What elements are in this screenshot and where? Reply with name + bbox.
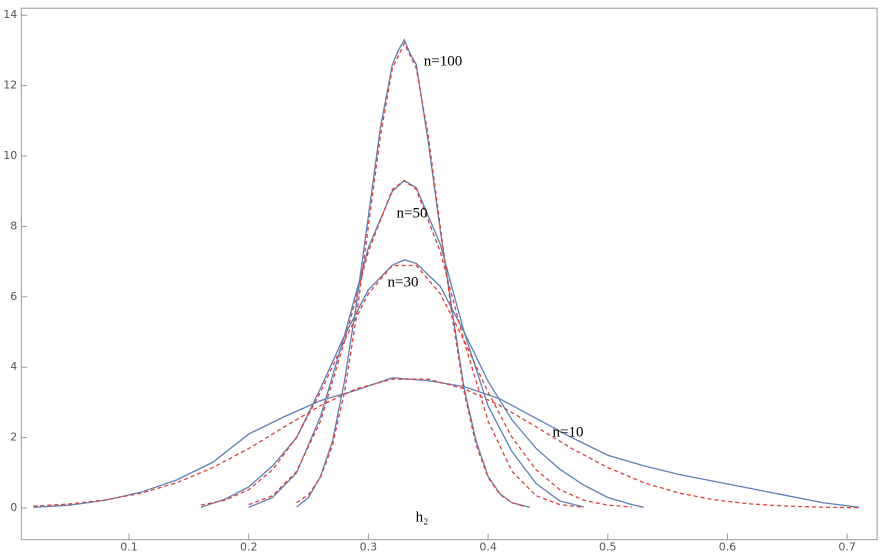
curve-annotation: n=30 xyxy=(388,274,419,290)
x-tick-label: 0.7 xyxy=(838,541,856,554)
y-tick-label: 10 xyxy=(3,149,17,162)
x-tick-label: 0.5 xyxy=(599,541,617,554)
x-tick-label: 0.4 xyxy=(479,541,497,554)
curve xyxy=(33,378,860,509)
y-tick-label: 8 xyxy=(10,219,17,232)
curve-annotation: n=100 xyxy=(424,53,462,69)
curve-annotation: n=10 xyxy=(553,424,584,440)
curve xyxy=(200,264,632,508)
curve xyxy=(296,41,525,507)
y-tick-label: 0 xyxy=(10,501,17,514)
x-axis-label: h₂ xyxy=(416,509,429,525)
curve xyxy=(248,179,585,508)
x-tick-label: 0.6 xyxy=(719,541,737,554)
x-tick-label: 0.1 xyxy=(120,541,138,554)
y-tick-label: 4 xyxy=(10,360,17,373)
curve xyxy=(248,179,584,508)
y-tick-label: 2 xyxy=(10,431,17,444)
curve xyxy=(296,38,531,508)
frame xyxy=(20,7,878,541)
curve xyxy=(33,377,860,508)
curve xyxy=(200,259,644,508)
x-tick-label: 0.3 xyxy=(360,541,378,554)
curve-annotation: n=50 xyxy=(397,205,428,221)
x-tick-label: 0.2 xyxy=(240,541,258,554)
y-tick-label: 14 xyxy=(3,8,17,21)
y-tick-label: 6 xyxy=(10,290,17,303)
y-tick-label: 12 xyxy=(3,79,17,92)
